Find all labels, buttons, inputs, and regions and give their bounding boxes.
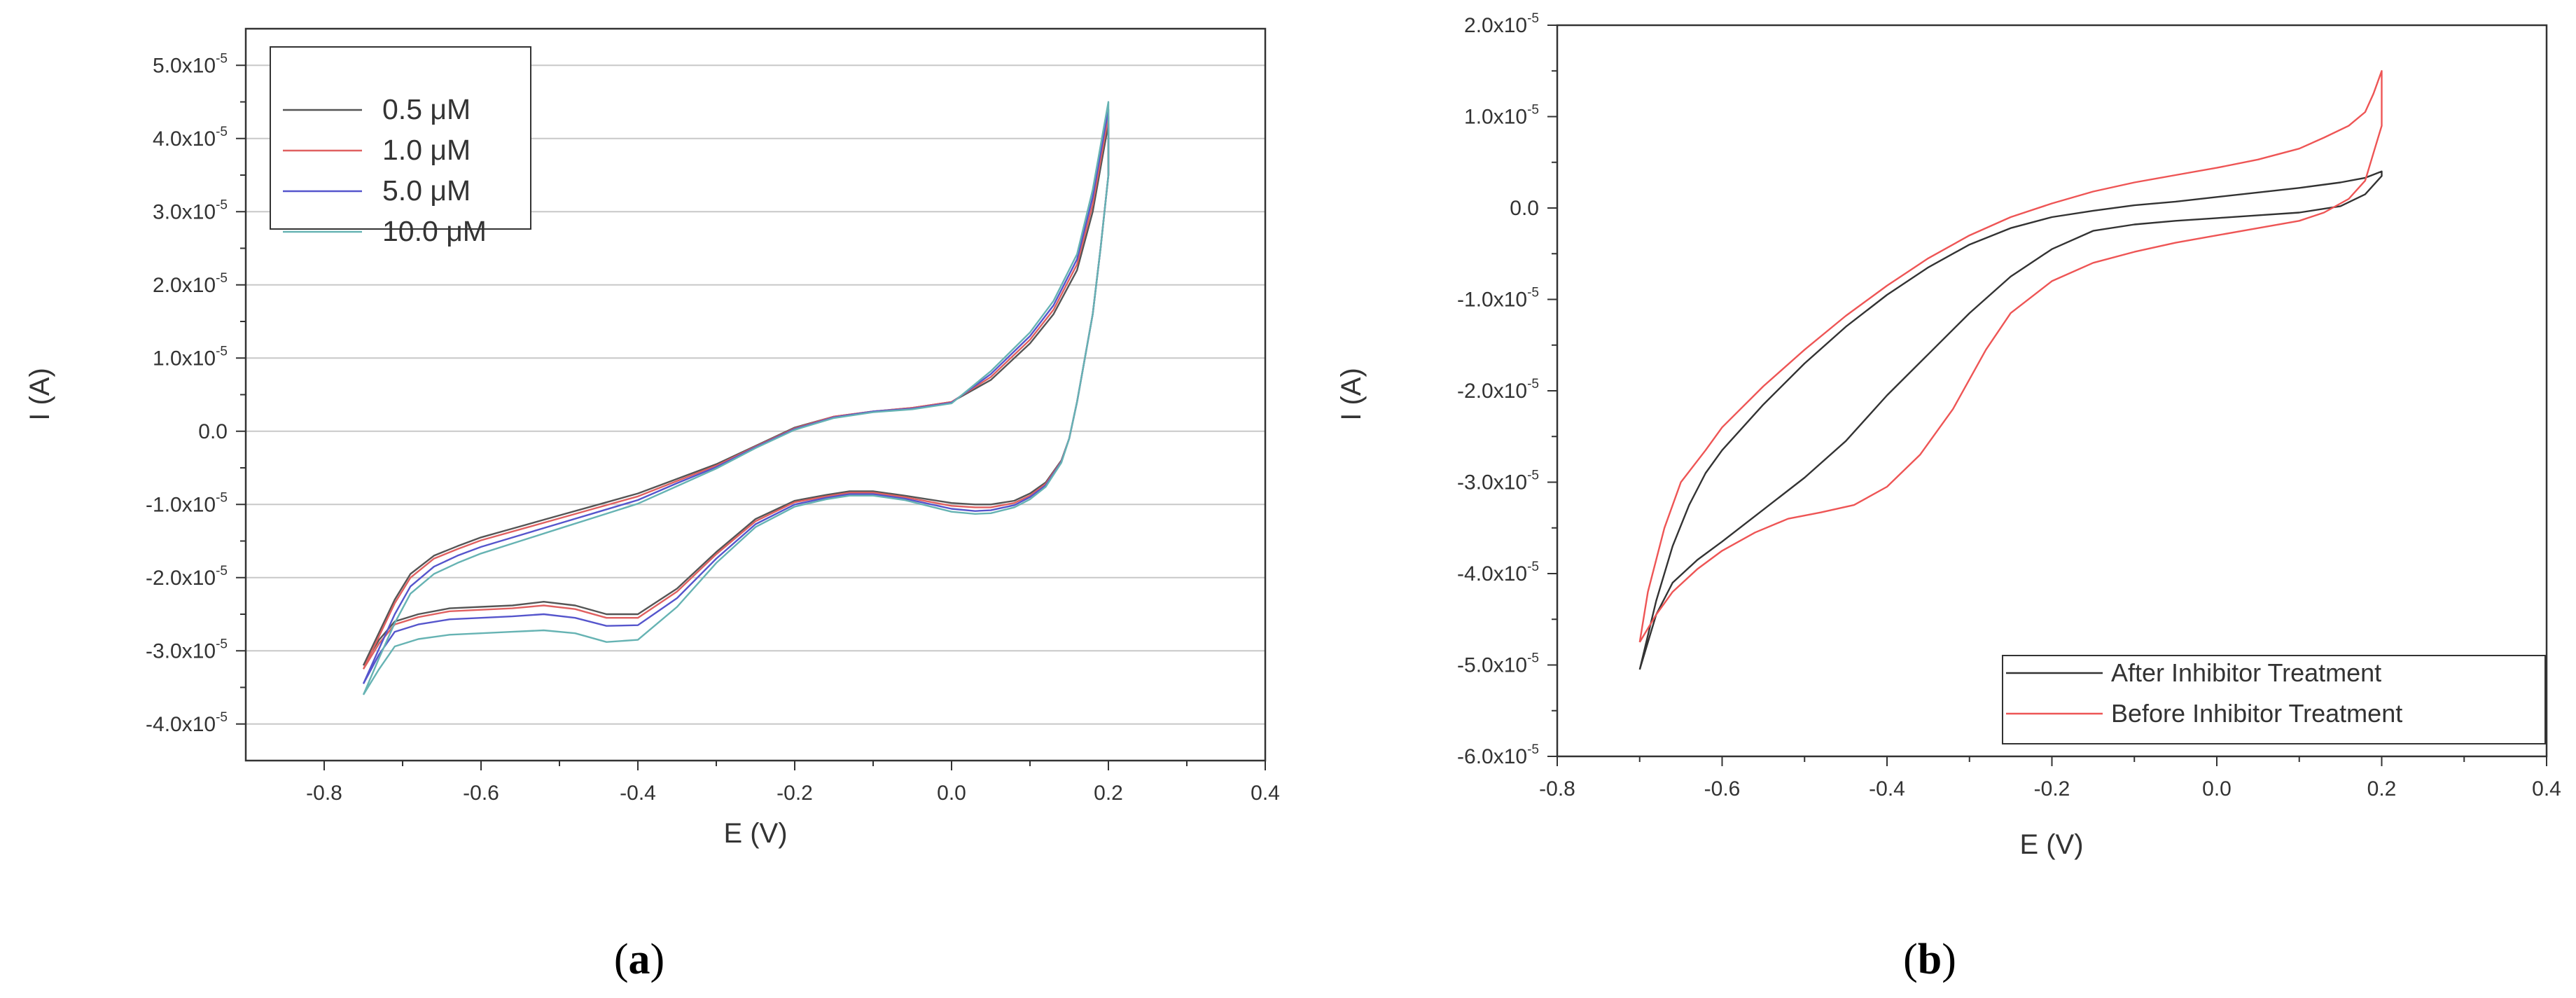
chart-b-legend-label-0: After Inhibitor Treatment [2111,658,2381,687]
chart-a-ytick-label: -1.0x10-5 [146,490,228,516]
chart-a-series-line-3 [362,101,1110,695]
chart-b-xtick-label: -0.2 [2034,777,2070,801]
chart-b-series-line-0 [1638,170,2383,670]
chart-b-series-line-1 [1638,70,2383,643]
chart-a-ytick-label: 0.0 [198,420,228,443]
chart-a-xtick-label: 0.4 [1251,782,1280,805]
chart-b-ytick-label: -3.0x10-5 [1457,469,1539,494]
chart-a-legend-label-1: 1.0 μM [382,134,471,166]
chart-a-xtick-label: 0.0 [937,782,966,805]
chart-b-xtick-label: 0.4 [2532,777,2561,801]
chart-b-xtick-label: -0.4 [1869,777,1905,801]
chart-b-ytick-label: -2.0x10-5 [1457,377,1539,403]
chart-b: 2.0x10-5 1.0x10-5 0.0 -1.0x10-5 -2.0x10-5 -3.… [1336,11,2561,983]
chart-a-legend: 0.5 μM 1.0 μM 5.0 μM 10.0 μM [270,46,531,247]
chart-b-ytick-label: -5.0x10-5 [1457,651,1539,677]
chart-b-x-axis-label: E (V) [2019,829,2083,860]
chart-b-ytick-label: -6.0x10-5 [1457,742,1539,768]
chart-a-ytick-label: -3.0x10-5 [146,637,228,663]
chart-b-ytick-label: 1.0x10-5 [1464,103,1539,129]
chart-b-xtick-label: -0.6 [1704,777,1741,801]
chart-a-ytick-label: 2.0x10-5 [153,271,228,297]
chart-a-xtick-label: -0.6 [463,782,499,805]
chart-b-xtick-label: 0.0 [2202,777,2232,801]
chart-a-ytick-label: -2.0x10-5 [146,564,228,590]
chart-b-ytick-label: -4.0x10-5 [1457,560,1539,585]
chart-b-ytick-label: -1.0x10-5 [1457,286,1539,312]
chart-a-legend-box [270,46,531,230]
chart-b-xtick-label: -0.8 [1539,777,1575,801]
chart-b-ytick-label: 2.0x10-5 [1464,11,1539,37]
chart-a-legend-label-0: 0.5 μM [382,93,471,125]
chart-a-y-axis-label: I (A) [25,368,55,421]
chart-a-x-axis-label: E (V) [723,818,787,849]
chart-b-caption: (b) [1903,936,1956,983]
chart-b-y-axis-label: I (A) [1336,368,1367,421]
chart-a-plot-frame [244,27,1267,762]
chart-a-caption: (a) [614,936,664,983]
chart-b-plot-frame [1556,24,2548,758]
chart-b-legend: After Inhibitor Treatment Before Inhibito… [2002,655,2546,744]
chart-a-xtick-label: -0.8 [306,782,342,805]
chart-b-ytick-label: 0.0 [1510,197,1539,220]
chart-a-xtick-label: 0.2 [1094,782,1123,805]
chart-b-legend-box [2002,655,2546,744]
chart-a: 5.0x10-5 4.0x10-5 3.0x10-5 2.0x10-5 1.0x10-5… [25,27,1280,983]
chart-a-xtick-label: -0.4 [620,782,656,805]
chart-a-legend-label-3: 10.0 μM [382,215,487,247]
chart-a-xtick-label: -0.2 [777,782,813,805]
chart-a-ytick-label: -4.0x10-5 [146,710,228,736]
chart-a-ytick-label: 5.0x10-5 [153,51,228,77]
chart-b-xtick-label: 0.2 [2367,777,2397,801]
chart-a-ytick-label: 3.0x10-5 [153,197,228,223]
chart-a-legend-label-2: 5.0 μM [382,174,471,207]
chart-a-ytick-label: 4.0x10-5 [153,125,228,151]
chart-a-ytick-label: 1.0x10-5 [153,344,228,370]
chart-b-legend-label-1: Before Inhibitor Treatment [2111,699,2402,728]
